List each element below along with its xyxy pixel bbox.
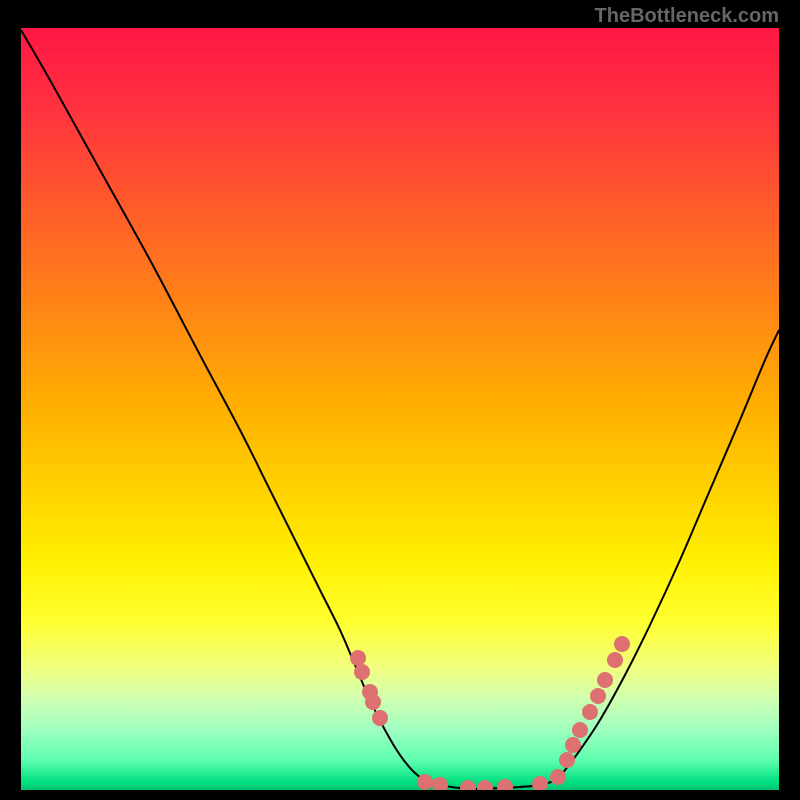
data-marker xyxy=(565,737,581,753)
data-marker xyxy=(597,672,613,688)
data-marker xyxy=(532,776,548,792)
data-marker xyxy=(582,704,598,720)
bottleneck-chart: TheBottleneck.com xyxy=(0,0,800,800)
data-marker xyxy=(372,710,388,726)
data-marker xyxy=(614,636,630,652)
data-marker xyxy=(559,752,575,768)
data-marker xyxy=(417,774,433,790)
data-marker xyxy=(354,664,370,680)
watermark: TheBottleneck.com xyxy=(595,5,779,27)
data-marker xyxy=(607,652,623,668)
data-marker xyxy=(365,694,381,710)
plot-area xyxy=(21,28,779,790)
data-marker xyxy=(350,650,366,666)
data-marker xyxy=(550,769,566,785)
data-marker xyxy=(590,688,606,704)
data-marker xyxy=(572,722,588,738)
